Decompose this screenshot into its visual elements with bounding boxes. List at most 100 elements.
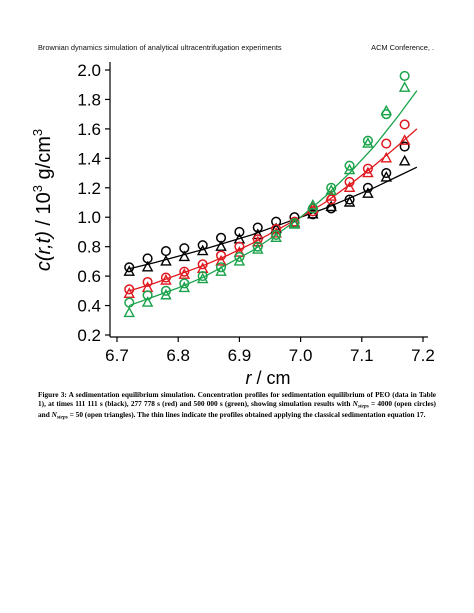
circle-point [234, 251, 245, 263]
triangle-point [160, 274, 172, 285]
x-tick-label: 6.7 [105, 346, 129, 365]
x-axis-label: r / cm [246, 368, 291, 388]
triangle-point [307, 207, 319, 219]
triangle-point [141, 260, 154, 272]
triangle-point [325, 200, 337, 212]
circle-point [362, 182, 373, 193]
triangle-point [160, 288, 172, 300]
triangle-point [123, 265, 136, 276]
circle-point [197, 240, 208, 251]
x-tick-label: 7.2 [411, 346, 435, 365]
fit-line [129, 128, 418, 292]
triangle-point [288, 218, 301, 229]
circle-point [160, 285, 172, 296]
caption-part: N [51, 410, 57, 420]
y-tick-label: 1.4 [77, 149, 101, 168]
y-tick-label: 1.0 [77, 208, 101, 227]
y-tick-label: 0.4 [77, 297, 101, 316]
y-tick-label: 0.8 [77, 238, 101, 257]
fit-line [129, 90, 418, 307]
y-axis-label-part: 3 [30, 129, 45, 136]
triangle-point [160, 254, 172, 266]
x-tick-label: 7.0 [289, 346, 313, 365]
circle-point [362, 135, 373, 146]
circle-point [179, 266, 190, 277]
triangle-point [343, 196, 356, 207]
circle-point [289, 212, 300, 223]
caption-part: N [352, 398, 358, 408]
x-axis-label-part: r [246, 368, 253, 388]
triangle-point [362, 166, 374, 178]
y-tick-label: 2.0 [77, 61, 101, 80]
circle-point [399, 70, 410, 81]
triangle-point [233, 254, 246, 266]
triangle-point [398, 81, 411, 92]
triangle-point [343, 181, 356, 192]
y-tick-label: 1.2 [77, 179, 101, 198]
triangle-point [380, 151, 393, 163]
x-tick-label: 6.9 [228, 346, 252, 365]
caption-part: steps [357, 403, 369, 410]
triangle-point [380, 104, 393, 116]
circle-point [160, 272, 172, 283]
caption-part: = 4000 (open circles) and [38, 398, 436, 420]
caption-part: steps [56, 414, 68, 421]
circle-point [124, 284, 135, 295]
y-tick-label: 0.2 [77, 326, 101, 345]
circle-point [215, 250, 227, 261]
circle-point [344, 176, 355, 187]
running-header: ACM Conference, . [371, 43, 434, 52]
circle-point [381, 138, 392, 149]
circle-point [344, 194, 355, 205]
triangle-point [270, 226, 282, 238]
y-tick-label: 1.6 [77, 120, 101, 139]
triangle-point [123, 306, 136, 318]
circle-point [142, 290, 153, 301]
circle-point [344, 160, 355, 171]
circle-point [271, 229, 282, 240]
triangle-point [215, 240, 227, 251]
circle-point [234, 241, 245, 252]
circle-point [124, 262, 135, 273]
triangle-point [196, 244, 209, 256]
y-axis-label-part: 3 [30, 185, 45, 192]
triangle-point [270, 231, 282, 243]
y-axis-label-part: c(r,t) [33, 231, 55, 271]
triangle-point [196, 272, 209, 284]
triangle-point [362, 137, 374, 148]
triangle-point [288, 216, 301, 228]
caption-part: = 50 (open triangles). The thin lines in… [67, 410, 426, 420]
triangle-point [325, 184, 337, 195]
triangle-point [307, 198, 319, 210]
circle-point [215, 262, 227, 273]
circle-point [252, 222, 263, 233]
circle-point [326, 182, 337, 193]
caption-part: Figure 3: A sedimentation equilibrium si… [38, 390, 436, 408]
circle-point [399, 141, 410, 152]
triangle-point [398, 134, 411, 145]
circle-point [179, 278, 190, 289]
triangle-point [251, 243, 264, 254]
triangle-point [307, 201, 319, 213]
x-tick-label: 7.1 [350, 346, 374, 365]
figure-caption: Figure 3: A sedimentation equilibrium si… [38, 390, 436, 422]
triangle-point [141, 296, 154, 307]
triangle-point [325, 190, 337, 201]
triangle-point [178, 281, 191, 293]
triangle-point [380, 171, 393, 182]
circle-point [271, 216, 282, 227]
x-tick-label: 6.8 [166, 346, 190, 365]
triangle-point [123, 287, 136, 298]
circle-point [124, 297, 135, 308]
triangle-point [343, 163, 356, 175]
circle-point [362, 163, 373, 174]
circle-point [197, 271, 208, 282]
y-tick-label: 1.8 [77, 90, 101, 109]
triangle-point [215, 254, 227, 266]
circle-point [197, 259, 208, 270]
triangle-point [178, 250, 191, 262]
circle-point [399, 119, 410, 130]
circle-point [252, 241, 263, 252]
circle-point [381, 168, 392, 179]
